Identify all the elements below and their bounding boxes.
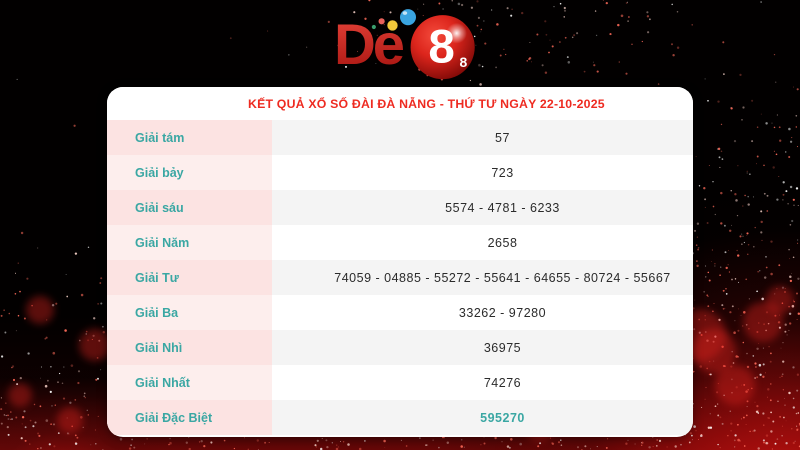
svg-text:8: 8 [459,54,467,70]
svg-text:8: 8 [428,21,454,74]
